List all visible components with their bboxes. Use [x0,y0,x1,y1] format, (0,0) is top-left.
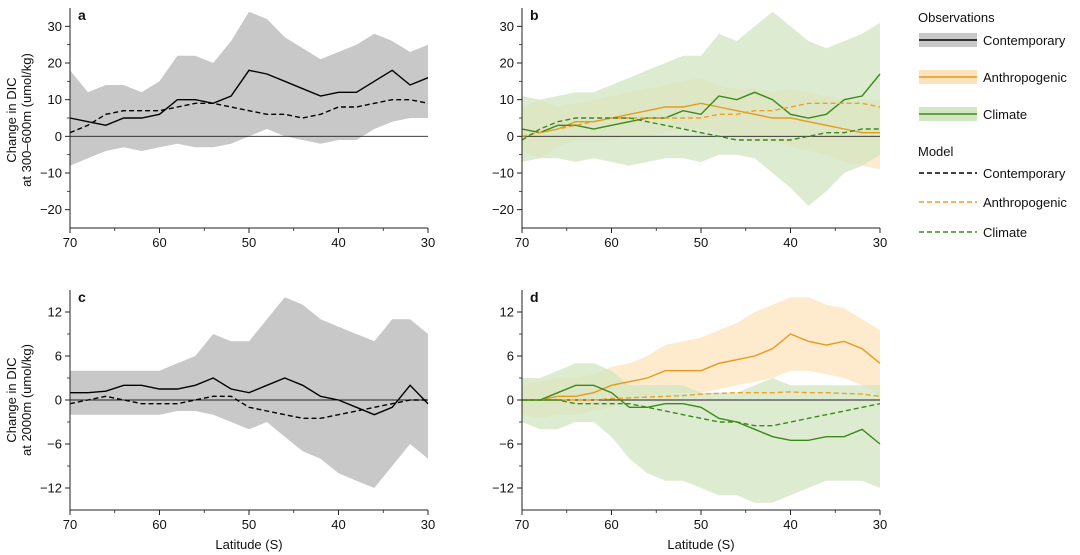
y-axis-label-bottom-line2: at 2000m (umol/kg) [19,344,34,456]
x-tick-label-b-3: 40 [783,235,797,250]
series-line-a-0 [69,69,429,127]
panel-c: −12 −6 0 6 12 70 60 50 40 30 c [40,289,435,532]
panel-a: −20 −10 0 10 20 30 70 60 50 40 30 a [40,7,435,250]
y-tick-label-d-2: 0 [507,393,514,408]
x-tick-label-a-4: 30 [421,235,435,250]
series-line-d-3 [522,399,881,427]
y-axis-label-top-line1: Change in DIC [4,77,19,162]
y-tick-label-b-0: −20 [492,202,514,217]
x-tick-label-c-0: 70 [63,517,77,532]
panel-label-b: b [530,7,539,23]
x-tick-label-d-4: 30 [873,517,887,532]
x-tick-label-a-1: 60 [152,235,166,250]
y-axis-label-bottom-line1: Change in DIC [4,357,19,442]
x-axis-label-right: Latitude (S) [667,537,734,552]
panel-label-a: a [78,7,86,23]
y-tick-label-d-4: 12 [500,305,514,320]
y-tick-label-b-5: 30 [500,19,514,34]
y-tick-label-a-0: −20 [40,202,62,217]
x-tick-label-c-4: 30 [421,517,435,532]
series-line-b-1 [521,73,881,134]
series-line-b-3 [521,117,880,141]
x-tick-label-c-1: 60 [152,517,166,532]
x-tick-label-b-1: 60 [604,235,618,250]
series-line-d-2 [522,391,881,401]
legend-obs-label-0: Contemporary [983,33,1066,48]
panel-d: −12 −6 0 6 12 70 60 50 40 30 d [492,289,887,532]
panel-label-c: c [78,289,86,305]
y-tick-label-a-4: 20 [48,56,62,71]
x-tick-label-b-0: 70 [515,235,529,250]
x-tick-label-d-1: 60 [604,517,618,532]
x-tick-label-d-0: 70 [515,517,529,532]
y-tick-label-a-3: 10 [48,92,62,107]
y-tick-label-b-3: 10 [500,92,514,107]
x-tick-label-a-2: 50 [242,235,256,250]
x-axis-label-left: Latitude (S) [215,537,282,552]
band-a-0 [70,11,428,166]
panel-label-d: d [530,289,539,305]
x-tick-label-a-3: 40 [331,235,345,250]
band-b-1 [522,11,880,207]
x-tick-label-d-3: 40 [783,517,797,532]
legend-model-label-2: Climate [983,225,1027,240]
y-tick-label-c-0: −12 [40,481,62,496]
series-line-a-1 [69,98,429,134]
x-tick-label-c-3: 40 [331,517,345,532]
legend-observations-title: Observations [918,10,995,25]
y-tick-label-c-2: 0 [55,393,62,408]
x-tick-label-c-2: 50 [242,517,256,532]
x-tick-label-b-4: 30 [873,235,887,250]
legend-obs-label-1: Anthropogenic [983,70,1067,85]
y-tick-label-a-1: −10 [40,166,62,181]
legend-model-label-0: Contemporary [983,166,1066,181]
x-tick-label-a-0: 70 [63,235,77,250]
y-tick-label-a-5: 30 [48,19,62,34]
series-line-b-0 [521,102,880,134]
series-line-c-0 [70,377,429,416]
y-axis-label-top-line2: at 300–600m (umol/kg) [19,53,34,187]
y-tick-label-b-4: 20 [500,56,514,71]
y-tick-label-c-3: 6 [55,349,62,364]
series-line-b-2 [521,102,881,137]
series-line-c-1 [69,395,428,419]
series-line-d-1 [522,384,881,445]
y-tick-label-d-1: −6 [499,437,514,452]
legend: Observations Contemporary Anthropogenic Cli… [918,10,1067,240]
y-tick-label-d-0: −12 [492,481,514,496]
y-tick-label-d-3: 6 [507,349,514,364]
y-tick-label-c-1: −6 [47,437,62,452]
series-line-d-0 [522,333,881,401]
x-tick-label-b-2: 50 [694,235,708,250]
legend-model-title: Model [918,144,954,159]
y-tick-label-b-2: 0 [507,129,514,144]
y-tick-label-a-2: 0 [55,129,62,144]
legend-model-label-1: Anthropogenic [983,195,1067,210]
y-tick-label-b-1: −10 [492,166,514,181]
x-tick-label-d-2: 50 [694,517,708,532]
legend-obs-label-2: Climate [983,107,1027,122]
y-tick-label-c-4: 12 [48,305,62,320]
panel-b: −20 −10 0 10 20 30 70 60 50 40 30 b [492,7,887,250]
